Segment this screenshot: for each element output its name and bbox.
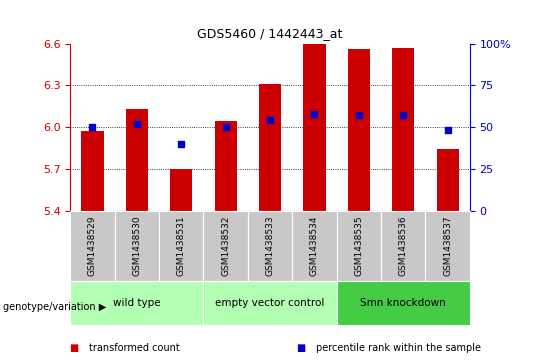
Point (310, 111, 319, 117)
Text: GSM1438533: GSM1438533 (266, 216, 274, 276)
Point (88, 124, 97, 130)
Text: Smn knockdown: Smn knockdown (360, 298, 446, 308)
Text: genotype/variation ▶: genotype/variation ▶ (3, 302, 106, 312)
Bar (70, 211, 114, 281)
Text: GSM1438530: GSM1438530 (132, 216, 141, 276)
Text: ■: ■ (70, 343, 83, 354)
Bar (292, 211, 336, 281)
Bar (436, 149, 458, 211)
Bar (392, 48, 414, 211)
Text: empty vector control: empty vector control (215, 298, 325, 308)
Bar (114, 211, 159, 281)
Point (266, 118, 274, 123)
Point (177, 141, 186, 147)
Text: GSM1438531: GSM1438531 (177, 216, 186, 276)
Text: GSM1438535: GSM1438535 (354, 216, 363, 276)
Point (132, 121, 141, 127)
Text: GSM1438534: GSM1438534 (310, 216, 319, 276)
Text: ■: ■ (297, 343, 309, 354)
Text: wild type: wild type (113, 298, 160, 308)
Bar (381, 211, 426, 281)
Bar (248, 211, 292, 281)
Bar (303, 44, 326, 211)
Bar (82, 131, 104, 211)
Bar (426, 211, 470, 281)
Text: GSM1438537: GSM1438537 (443, 216, 452, 276)
Point (443, 127, 452, 133)
Point (399, 113, 408, 118)
Bar (126, 109, 148, 211)
Bar (159, 211, 204, 281)
Bar (336, 211, 381, 281)
Bar (204, 281, 336, 325)
Text: GSM1438532: GSM1438532 (221, 216, 230, 276)
Title: GDS5460 / 1442443_at: GDS5460 / 1442443_at (197, 26, 343, 40)
Text: GSM1438529: GSM1438529 (88, 216, 97, 276)
Bar (348, 49, 370, 211)
Text: GSM1438536: GSM1438536 (399, 216, 408, 276)
Text: transformed count: transformed count (89, 343, 180, 354)
Point (221, 124, 230, 130)
Bar (170, 169, 192, 211)
Bar (336, 281, 470, 325)
Bar (204, 211, 248, 281)
Point (354, 113, 363, 118)
Bar (70, 281, 204, 325)
Text: percentile rank within the sample: percentile rank within the sample (316, 343, 481, 354)
Bar (214, 122, 237, 211)
Bar (259, 84, 281, 211)
